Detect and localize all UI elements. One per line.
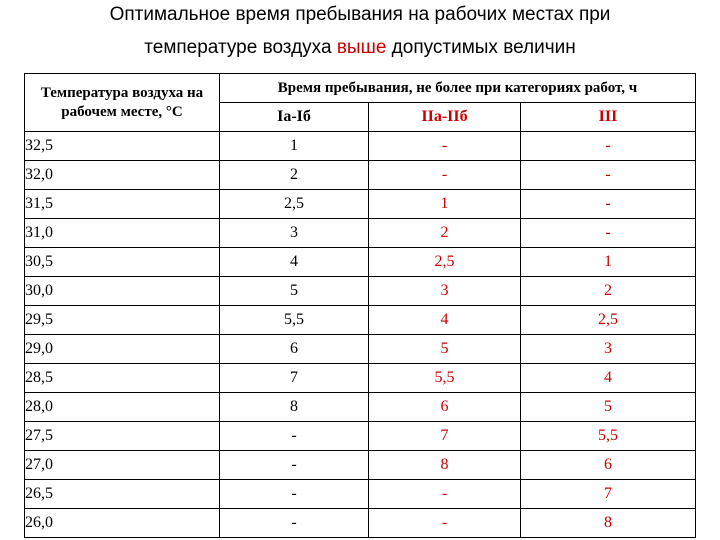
time-cell: 8 bbox=[519, 508, 697, 538]
time-cell: 2,5 bbox=[368, 247, 521, 277]
time-cell: - bbox=[368, 131, 521, 161]
category-header: III bbox=[519, 102, 697, 132]
temperature-cell: 29,5 bbox=[24, 305, 220, 335]
temperature-cell: 31,5 bbox=[24, 189, 220, 219]
temperature-cell: 31,0 bbox=[24, 218, 220, 248]
time-cell: - bbox=[519, 189, 697, 219]
temperature-cell: 32,0 bbox=[24, 160, 220, 190]
time-cell: 4 bbox=[368, 305, 521, 335]
table-row: 27,0-8 6 bbox=[24, 450, 697, 480]
time-cell: 5 bbox=[368, 334, 521, 364]
time-cell: 7 bbox=[219, 363, 369, 393]
title-line-2: температуре воздуха выше допустимых вели… bbox=[0, 37, 720, 59]
table-row: 32,0 2- - bbox=[24, 160, 697, 190]
table-row: 27,5-7 5,5 bbox=[24, 421, 697, 451]
time-cell: 5 bbox=[219, 276, 369, 306]
table-row: 28,0 8 6 5 bbox=[24, 392, 697, 422]
time-cell: - bbox=[368, 508, 521, 538]
time-cell: - bbox=[219, 479, 369, 509]
temperature-cell: 30,5 bbox=[24, 247, 220, 277]
header-time: Время пребывания, не более при категория… bbox=[218, 73, 697, 103]
temperature-cell: 29,0 bbox=[24, 334, 220, 364]
time-cell: - bbox=[368, 479, 521, 509]
temperature-cell: 27,5 bbox=[24, 421, 220, 451]
time-cell: 5,5 bbox=[368, 363, 521, 393]
time-cell: 6 bbox=[519, 450, 697, 480]
time-cell: - bbox=[219, 450, 369, 480]
time-cell: 7 bbox=[519, 479, 697, 509]
time-cell: 5 bbox=[519, 392, 697, 422]
time-cell: - bbox=[519, 131, 697, 161]
time-cell: 8 bbox=[219, 392, 369, 422]
title-highlight: выше bbox=[336, 37, 387, 58]
time-cell: 1 bbox=[368, 189, 521, 219]
temperature-cell: 28,5 bbox=[24, 363, 220, 393]
temperature-cell: 28,0 bbox=[24, 392, 220, 422]
table-row: 26,0- -8 bbox=[24, 508, 697, 538]
table-row: 29,0 6 5 3 bbox=[24, 334, 697, 364]
time-cell: 3 bbox=[519, 334, 697, 364]
time-cell: 1 bbox=[219, 131, 369, 161]
table-row: 29,5 5,5 4 2,5 bbox=[24, 305, 697, 335]
temperature-cell: 26,0 bbox=[24, 508, 220, 538]
time-cell: 3 bbox=[219, 218, 369, 248]
temperature-cell: 27,0 bbox=[24, 450, 220, 480]
exposure-time-table: Температура воздуха на рабочем месте, °С… bbox=[24, 73, 697, 538]
time-cell: - bbox=[519, 218, 697, 248]
time-cell: 2 bbox=[219, 160, 369, 190]
time-cell: 5,5 bbox=[519, 421, 697, 451]
time-cell: 8 bbox=[368, 450, 521, 480]
temperature-cell: 32,5 bbox=[24, 131, 220, 161]
time-cell: 7 bbox=[368, 421, 521, 451]
time-cell: - bbox=[519, 160, 697, 190]
header-row: Температура воздуха на рабочем месте, °С… bbox=[24, 73, 697, 132]
table-row: 30,5 4 2,5 1 bbox=[24, 247, 697, 277]
table-row: 31,0 3 2- bbox=[24, 218, 697, 248]
table-row: 26,5- -7 bbox=[24, 479, 697, 509]
title-line-1: Оптимальное время пребывания на рабочих … bbox=[109, 4, 611, 25]
time-cell: 6 bbox=[368, 392, 521, 422]
time-cell: - bbox=[219, 508, 369, 538]
time-cell: 2,5 bbox=[519, 305, 697, 335]
category-header: IIа-IIб bbox=[368, 102, 521, 132]
table-row: 31,5 2,5 1- bbox=[24, 189, 697, 219]
table-row: 32,5 1- - bbox=[24, 131, 697, 161]
table-row: 28,5 7 5,5 4 bbox=[24, 363, 697, 393]
time-cell: 5,5 bbox=[219, 305, 369, 335]
title-line-2-end: допустимых величин bbox=[386, 37, 576, 58]
header-temperature: Температура воздуха на рабочем месте, °С bbox=[24, 73, 220, 132]
title-line-2-start: температуре воздуха bbox=[144, 37, 337, 58]
temperature-cell: 30,0 bbox=[24, 276, 220, 306]
category-header: Iа-Iб bbox=[219, 102, 369, 132]
time-cell: - bbox=[219, 421, 369, 451]
time-cell: 4 bbox=[519, 363, 697, 393]
time-cell: 4 bbox=[219, 247, 369, 277]
time-cell: 6 bbox=[219, 334, 369, 364]
time-cell: 2,5 bbox=[219, 189, 369, 219]
time-cell: 2 bbox=[519, 276, 697, 306]
time-cell: 3 bbox=[368, 276, 521, 306]
temperature-cell: 26,5 bbox=[24, 479, 220, 509]
time-cell: 1 bbox=[519, 247, 697, 277]
category-header-row: Iа-Iб IIа-IIб III bbox=[25, 102, 697, 132]
time-cell: - bbox=[368, 160, 521, 190]
table-row: 30,0 5 3 2 bbox=[24, 276, 697, 306]
time-cell: 2 bbox=[368, 218, 521, 248]
